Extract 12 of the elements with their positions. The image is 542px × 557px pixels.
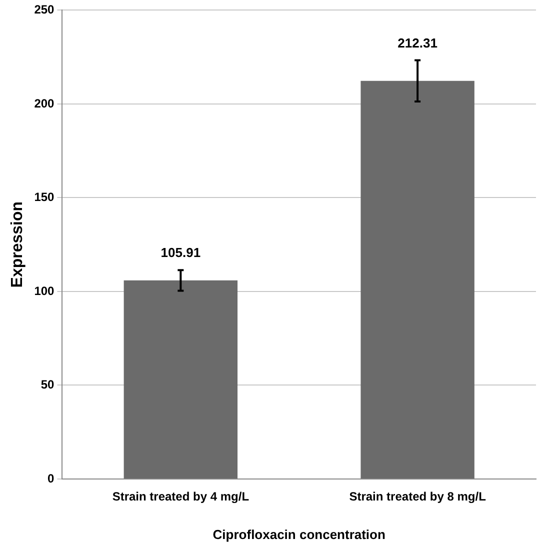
data-label: 105.91 — [160, 245, 201, 260]
data-label: 212.31 — [398, 35, 438, 50]
y-axis-title: Expression — [9, 201, 26, 288]
y-tick-label: 250 — [34, 2, 55, 17]
y-tick-label: 200 — [34, 96, 55, 110]
x-tick-label: Strain treated by 4 mg/L — [112, 490, 250, 504]
y-tick-label: 50 — [40, 378, 55, 392]
y-tick-label: 150 — [34, 190, 55, 204]
y-tick-label: 0 — [48, 471, 55, 486]
x-axis-title: Ciprofloxacin concentration — [212, 526, 386, 542]
y-tick-label: 100 — [34, 284, 55, 298]
x-tick-label: Strain treated by 8 mg/L — [349, 490, 486, 504]
